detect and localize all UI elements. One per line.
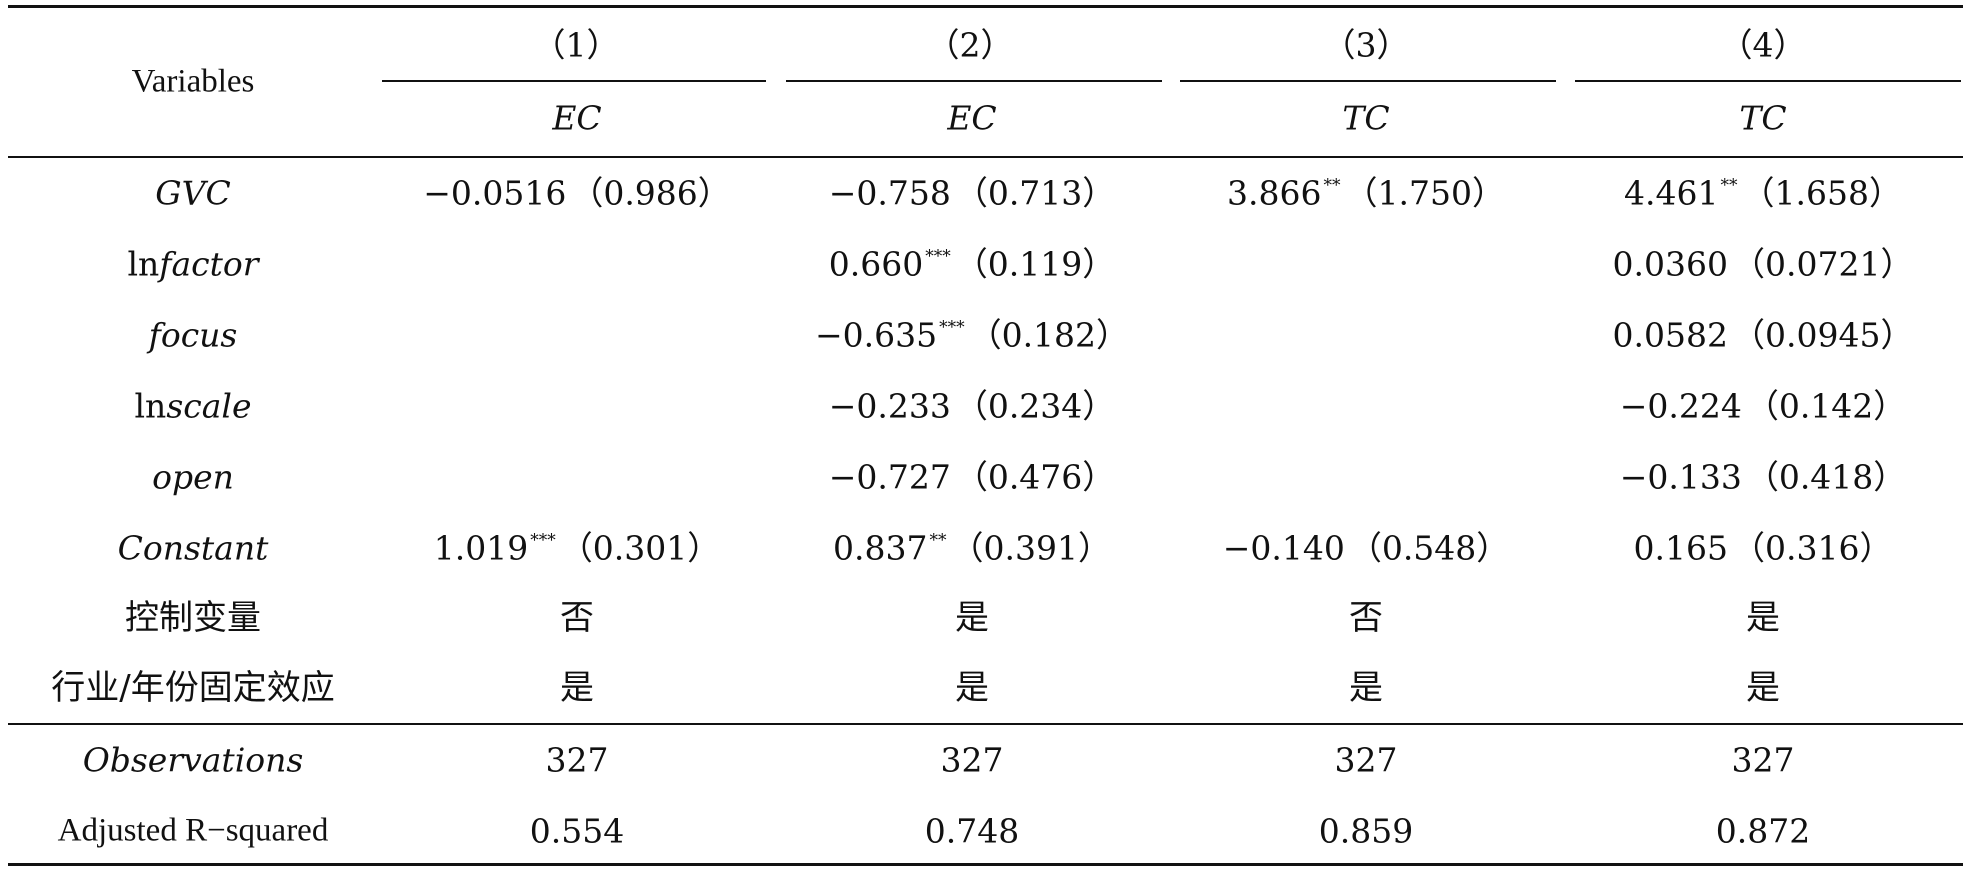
table-cell: 0.837 ** （0.391）: [833, 528, 1111, 568]
body-bottom-rule: [8, 723, 1963, 725]
column-4-header-rule: [1575, 80, 1961, 82]
table-cell: 0.554: [529, 811, 625, 851]
row-label-fixed-effects: 行业/年份固定效应: [51, 668, 335, 708]
table-cell: 是: [1746, 668, 1780, 708]
table-cell: 4.461 ** （1.658）: [1624, 173, 1902, 213]
table-cell: −0.758 （0.713）: [828, 173, 1116, 213]
table-cell: 是: [955, 668, 989, 708]
table-cell: 0.660 *** （0.119）: [828, 244, 1116, 284]
row-label-lnfactor: lnfactor: [127, 244, 259, 284]
row-label-open: open: [152, 457, 234, 497]
table-cell: 0.859: [1318, 811, 1414, 851]
table-cell: 327: [1334, 740, 1398, 780]
table-cell: 0.748: [924, 811, 1020, 851]
table-cell: 1.019 *** （0.301）: [433, 528, 721, 568]
table-cell: −0.0516 （0.986）: [423, 173, 731, 213]
table-cell: 是: [1746, 598, 1780, 638]
column-1-number: （1）: [532, 25, 620, 65]
table-cell: 0.872: [1715, 811, 1811, 851]
row-label-focus: focus: [148, 315, 238, 355]
header-bottom-rule: [8, 156, 1963, 158]
column-4-dependent-variable: TC: [1739, 98, 1787, 138]
column-2-number: （2）: [926, 25, 1014, 65]
table-cell: 327: [545, 740, 609, 780]
table-cell: −0.224 （0.142）: [1619, 386, 1907, 426]
table-cell: 327: [1731, 740, 1795, 780]
significance-stars: **: [1720, 175, 1738, 196]
table-cell: 是: [1349, 668, 1383, 708]
table-cell: 3.866 ** （1.750）: [1227, 173, 1505, 213]
table-cell: −0.233 （0.234）: [828, 386, 1116, 426]
table-bottom-rule: [8, 863, 1963, 866]
table-cell: 是: [955, 598, 989, 638]
column-2-header-rule: [786, 80, 1162, 82]
table-cell: −0.133 （0.418）: [1619, 457, 1907, 497]
table-cell: 327: [940, 740, 1004, 780]
column-4-number: （4）: [1719, 25, 1807, 65]
table-cell: 0.0582 （0.0945）: [1612, 315, 1914, 355]
row-label-observations: Observations: [82, 740, 304, 780]
table-cell: −0.140 （0.548）: [1222, 528, 1510, 568]
column-3-dependent-variable: TC: [1342, 98, 1390, 138]
significance-stars: ***: [530, 530, 556, 551]
table-cell: 0.165 （0.316）: [1633, 528, 1893, 568]
table-top-rule: [8, 5, 1963, 8]
column-2-dependent-variable: EC: [947, 98, 997, 138]
table-cell: 0.0360 （0.0721）: [1612, 244, 1914, 284]
variables-header: Variables: [131, 63, 255, 100]
significance-stars: **: [929, 530, 947, 551]
significance-stars: ***: [939, 317, 965, 338]
table-cell: −0.727 （0.476）: [828, 457, 1116, 497]
row-label-constant: Constant: [117, 528, 269, 568]
row-label-lnscale: lnscale: [134, 386, 252, 426]
row-label-gvc: GVC: [155, 173, 231, 213]
table-cell: 否: [560, 598, 594, 638]
row-label-adjusted-r-squared: Adjusted R−squared: [57, 812, 329, 849]
significance-stars: **: [1323, 175, 1341, 196]
significance-stars: ***: [925, 246, 951, 267]
table-cell: 否: [1349, 598, 1383, 638]
column-3-header-rule: [1180, 80, 1556, 82]
column-1-dependent-variable: EC: [552, 98, 602, 138]
column-1-header-rule: [382, 80, 766, 82]
column-3-number: （3）: [1322, 25, 1410, 65]
table-cell: 是: [560, 668, 594, 708]
row-label-control-variables: 控制变量: [125, 598, 261, 638]
table-cell: −0.635 *** （0.182）: [814, 315, 1130, 355]
